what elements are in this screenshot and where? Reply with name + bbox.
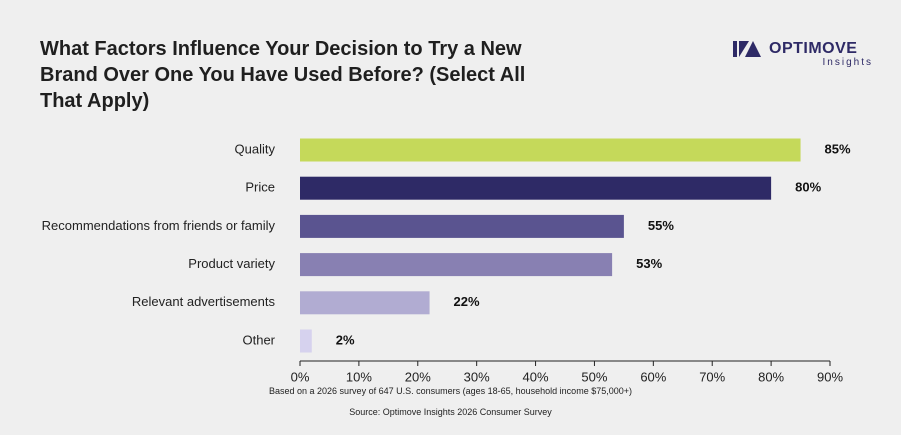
x-tick-label: 40% <box>523 369 549 384</box>
value-label: 80% <box>795 180 821 195</box>
category-label: Product variety <box>188 256 275 271</box>
optimove-logo: OPTIMOVE Insights <box>733 40 873 70</box>
x-tick-label: 30% <box>464 369 490 384</box>
x-tick-label: 0% <box>291 369 310 384</box>
chart-title: What Factors Influence Your Decision to … <box>40 38 526 112</box>
survey-note: Based on a 2026 survey of 647 U.S. consu… <box>269 386 632 396</box>
bar <box>300 138 801 162</box>
x-tick-label: 20% <box>405 369 431 384</box>
value-label: 2% <box>336 332 355 347</box>
bar <box>300 214 624 238</box>
category-label: Other <box>242 332 275 347</box>
value-label: 53% <box>636 256 662 271</box>
category-label: Quality <box>235 141 276 156</box>
category-label: Price <box>245 180 275 195</box>
x-tick-label: 70% <box>699 369 725 384</box>
optimove-mark-icon <box>733 41 761 57</box>
x-tick-label: 60% <box>640 369 666 384</box>
value-label: 22% <box>454 294 480 309</box>
x-tick-label: 90% <box>817 369 843 384</box>
value-label: 85% <box>825 141 851 156</box>
source-note: Source: Optimove Insights 2026 Consumer … <box>349 407 552 417</box>
bar <box>300 291 430 315</box>
x-tick-label: 50% <box>581 369 607 384</box>
logo-name: OPTIMOVE <box>769 40 858 57</box>
x-tick-label: 10% <box>346 369 372 384</box>
category-label: Relevant advertisements <box>132 294 276 309</box>
category-label: Recommendations from friends or family <box>42 218 276 233</box>
bar-chart: Quality 85% Price 80% Recommendations from f… <box>42 138 851 384</box>
x-tick-label: 80% <box>758 369 784 384</box>
bar <box>300 176 772 200</box>
bar <box>300 329 312 353</box>
bar <box>300 253 613 277</box>
value-label: 55% <box>648 218 674 233</box>
logo-subtitle: Insights <box>822 57 873 68</box>
